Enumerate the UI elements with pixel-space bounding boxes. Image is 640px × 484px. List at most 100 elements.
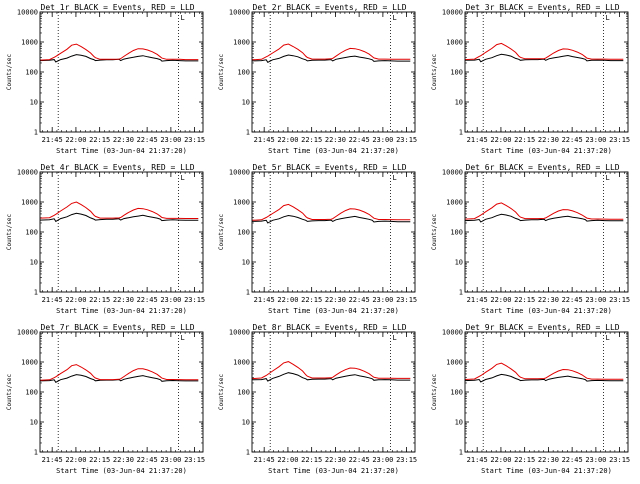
chart-title: Det 1r BLACK = Events, RED = LLD	[41, 3, 195, 12]
lld-series-line	[464, 202, 624, 220]
x-tick-label: 22:00	[277, 296, 298, 304]
y-tick-label: 1	[246, 289, 250, 297]
y-tick-label: 10000	[442, 9, 463, 17]
x-axis-label: Start Time (03-Jun-04 21:37:20)	[268, 307, 399, 315]
y-tick-label: 10	[30, 99, 38, 107]
chart-title: Det 5r BLACK = Events, RED = LLD	[253, 163, 407, 172]
x-tick-label: 23:15	[396, 136, 417, 144]
chart-panel: Det 4r BLACK = Events, RED = LLD Counts/s…	[6, 163, 205, 315]
x-axis-label: Start Time (03-Jun-04 21:37:20)	[481, 147, 612, 155]
y-tick-label: 1	[34, 289, 38, 297]
x-tick-label: 22:45	[562, 296, 583, 304]
y-tick-label: 10000	[229, 329, 250, 337]
x-axis-label: Start Time (03-Jun-04 21:37:20)	[268, 467, 399, 475]
y-tick-label: 10	[455, 99, 463, 107]
x-tick-label: 22:15	[301, 456, 322, 464]
y-tick-label: 1000	[21, 199, 38, 207]
y-tick-label: 10	[30, 419, 38, 427]
y-axis-label: Counts/sec	[6, 214, 13, 251]
y-tick-label: 100	[237, 69, 250, 77]
lld-series-line	[251, 43, 411, 61]
lld-marker-label: L	[605, 334, 609, 342]
x-tick-label: 23:15	[184, 456, 205, 464]
x-tick-label: 22:30	[538, 456, 559, 464]
x-tick-label: 23:00	[585, 136, 606, 144]
lld-marker-label: L	[180, 334, 184, 342]
y-axis-label: Counts/sec	[218, 54, 225, 91]
y-axis-label: Counts/sec	[6, 54, 13, 91]
chart-title: Det 4r BLACK = Events, RED = LLD	[41, 163, 195, 172]
y-tick-label: 1000	[446, 359, 463, 367]
x-axis-label: Start Time (03-Jun-04 21:37:20)	[268, 147, 399, 155]
x-axis-label: Start Time (03-Jun-04 21:37:20)	[56, 467, 187, 475]
chart-title: Det 3r BLACK = Events, RED = LLD	[466, 3, 620, 12]
lld-marker-label: L	[392, 174, 396, 182]
x-tick-label: 22:15	[514, 456, 535, 464]
events-series-line	[251, 372, 411, 382]
x-tick-label: 22:30	[325, 296, 346, 304]
x-axis-label: Start Time (03-Jun-04 21:37:20)	[481, 307, 612, 315]
x-tick-label: 22:45	[562, 136, 583, 144]
y-tick-label: 10000	[229, 9, 250, 17]
lld-series-line	[464, 42, 624, 61]
x-tick-label: 21:45	[42, 136, 63, 144]
x-tick-label: 22:30	[113, 456, 134, 464]
x-tick-label: 21:45	[467, 136, 488, 144]
x-tick-label: 22:30	[113, 136, 134, 144]
chart-title: Det 7r BLACK = Events, RED = LLD	[41, 323, 195, 332]
plot-frame	[464, 11, 629, 133]
x-tick-label: 23:00	[372, 136, 393, 144]
x-tick-label: 21:45	[254, 296, 275, 304]
y-tick-label: 100	[25, 389, 38, 397]
x-tick-label: 21:45	[467, 296, 488, 304]
plot-frame	[251, 11, 416, 133]
y-tick-label: 100	[450, 389, 463, 397]
lld-marker-label: L	[605, 174, 609, 182]
x-tick-label: 23:15	[609, 136, 630, 144]
y-tick-label: 10	[242, 259, 250, 267]
chart-panel: Det 2r BLACK = Events, RED = LLD Counts/s…	[218, 3, 417, 155]
x-tick-label: 22:00	[277, 456, 298, 464]
lld-series-line	[251, 203, 411, 221]
y-axis-label: Counts/sec	[431, 214, 438, 251]
y-axis-label: Counts/sec	[431, 374, 438, 411]
y-tick-label: 10000	[442, 329, 463, 337]
lld-series-line	[464, 362, 624, 380]
x-tick-label: 22:45	[349, 456, 370, 464]
x-tick-label: 23:00	[372, 456, 393, 464]
x-tick-label: 23:15	[184, 136, 205, 144]
lld-marker-label: L	[392, 14, 396, 22]
x-tick-label: 21:45	[42, 456, 63, 464]
x-tick-label: 22:15	[514, 296, 535, 304]
events-series-line	[39, 212, 199, 223]
lld-series-line	[39, 201, 199, 219]
x-tick-label: 22:30	[538, 136, 559, 144]
chart-panel: Det 5r BLACK = Events, RED = LLD Counts/s…	[218, 163, 417, 315]
x-tick-label: 22:00	[65, 456, 86, 464]
x-tick-label: 22:15	[301, 136, 322, 144]
y-axis-label: Counts/sec	[6, 374, 13, 411]
y-tick-label: 10000	[17, 9, 38, 17]
events-series-line	[464, 53, 624, 63]
y-axis-label: Counts/sec	[218, 374, 225, 411]
y-axis-label: Counts/sec	[431, 54, 438, 91]
y-tick-label: 1000	[21, 359, 38, 367]
x-tick-label: 22:45	[137, 136, 158, 144]
lld-marker-label: L	[180, 174, 184, 182]
x-axis-label: Start Time (03-Jun-04 21:37:20)	[56, 307, 187, 315]
events-series-line	[39, 54, 199, 63]
plot-frame	[39, 171, 204, 293]
y-tick-label: 1000	[233, 39, 250, 47]
x-tick-label: 23:15	[396, 456, 417, 464]
plot-frame	[39, 11, 204, 133]
plot-frame	[464, 171, 629, 293]
y-axis-label: Counts/sec	[218, 214, 225, 251]
chart-panel: Det 1r BLACK = Events, RED = LLD Counts/s…	[6, 3, 205, 155]
y-tick-label: 100	[25, 69, 38, 77]
x-tick-label: 22:30	[113, 296, 134, 304]
x-tick-label: 23:15	[396, 296, 417, 304]
x-tick-label: 22:15	[514, 136, 535, 144]
x-axis-label: Start Time (03-Jun-04 21:37:20)	[56, 147, 187, 155]
chart-title: Det 2r BLACK = Events, RED = LLD	[253, 3, 407, 12]
x-tick-label: 23:15	[609, 296, 630, 304]
